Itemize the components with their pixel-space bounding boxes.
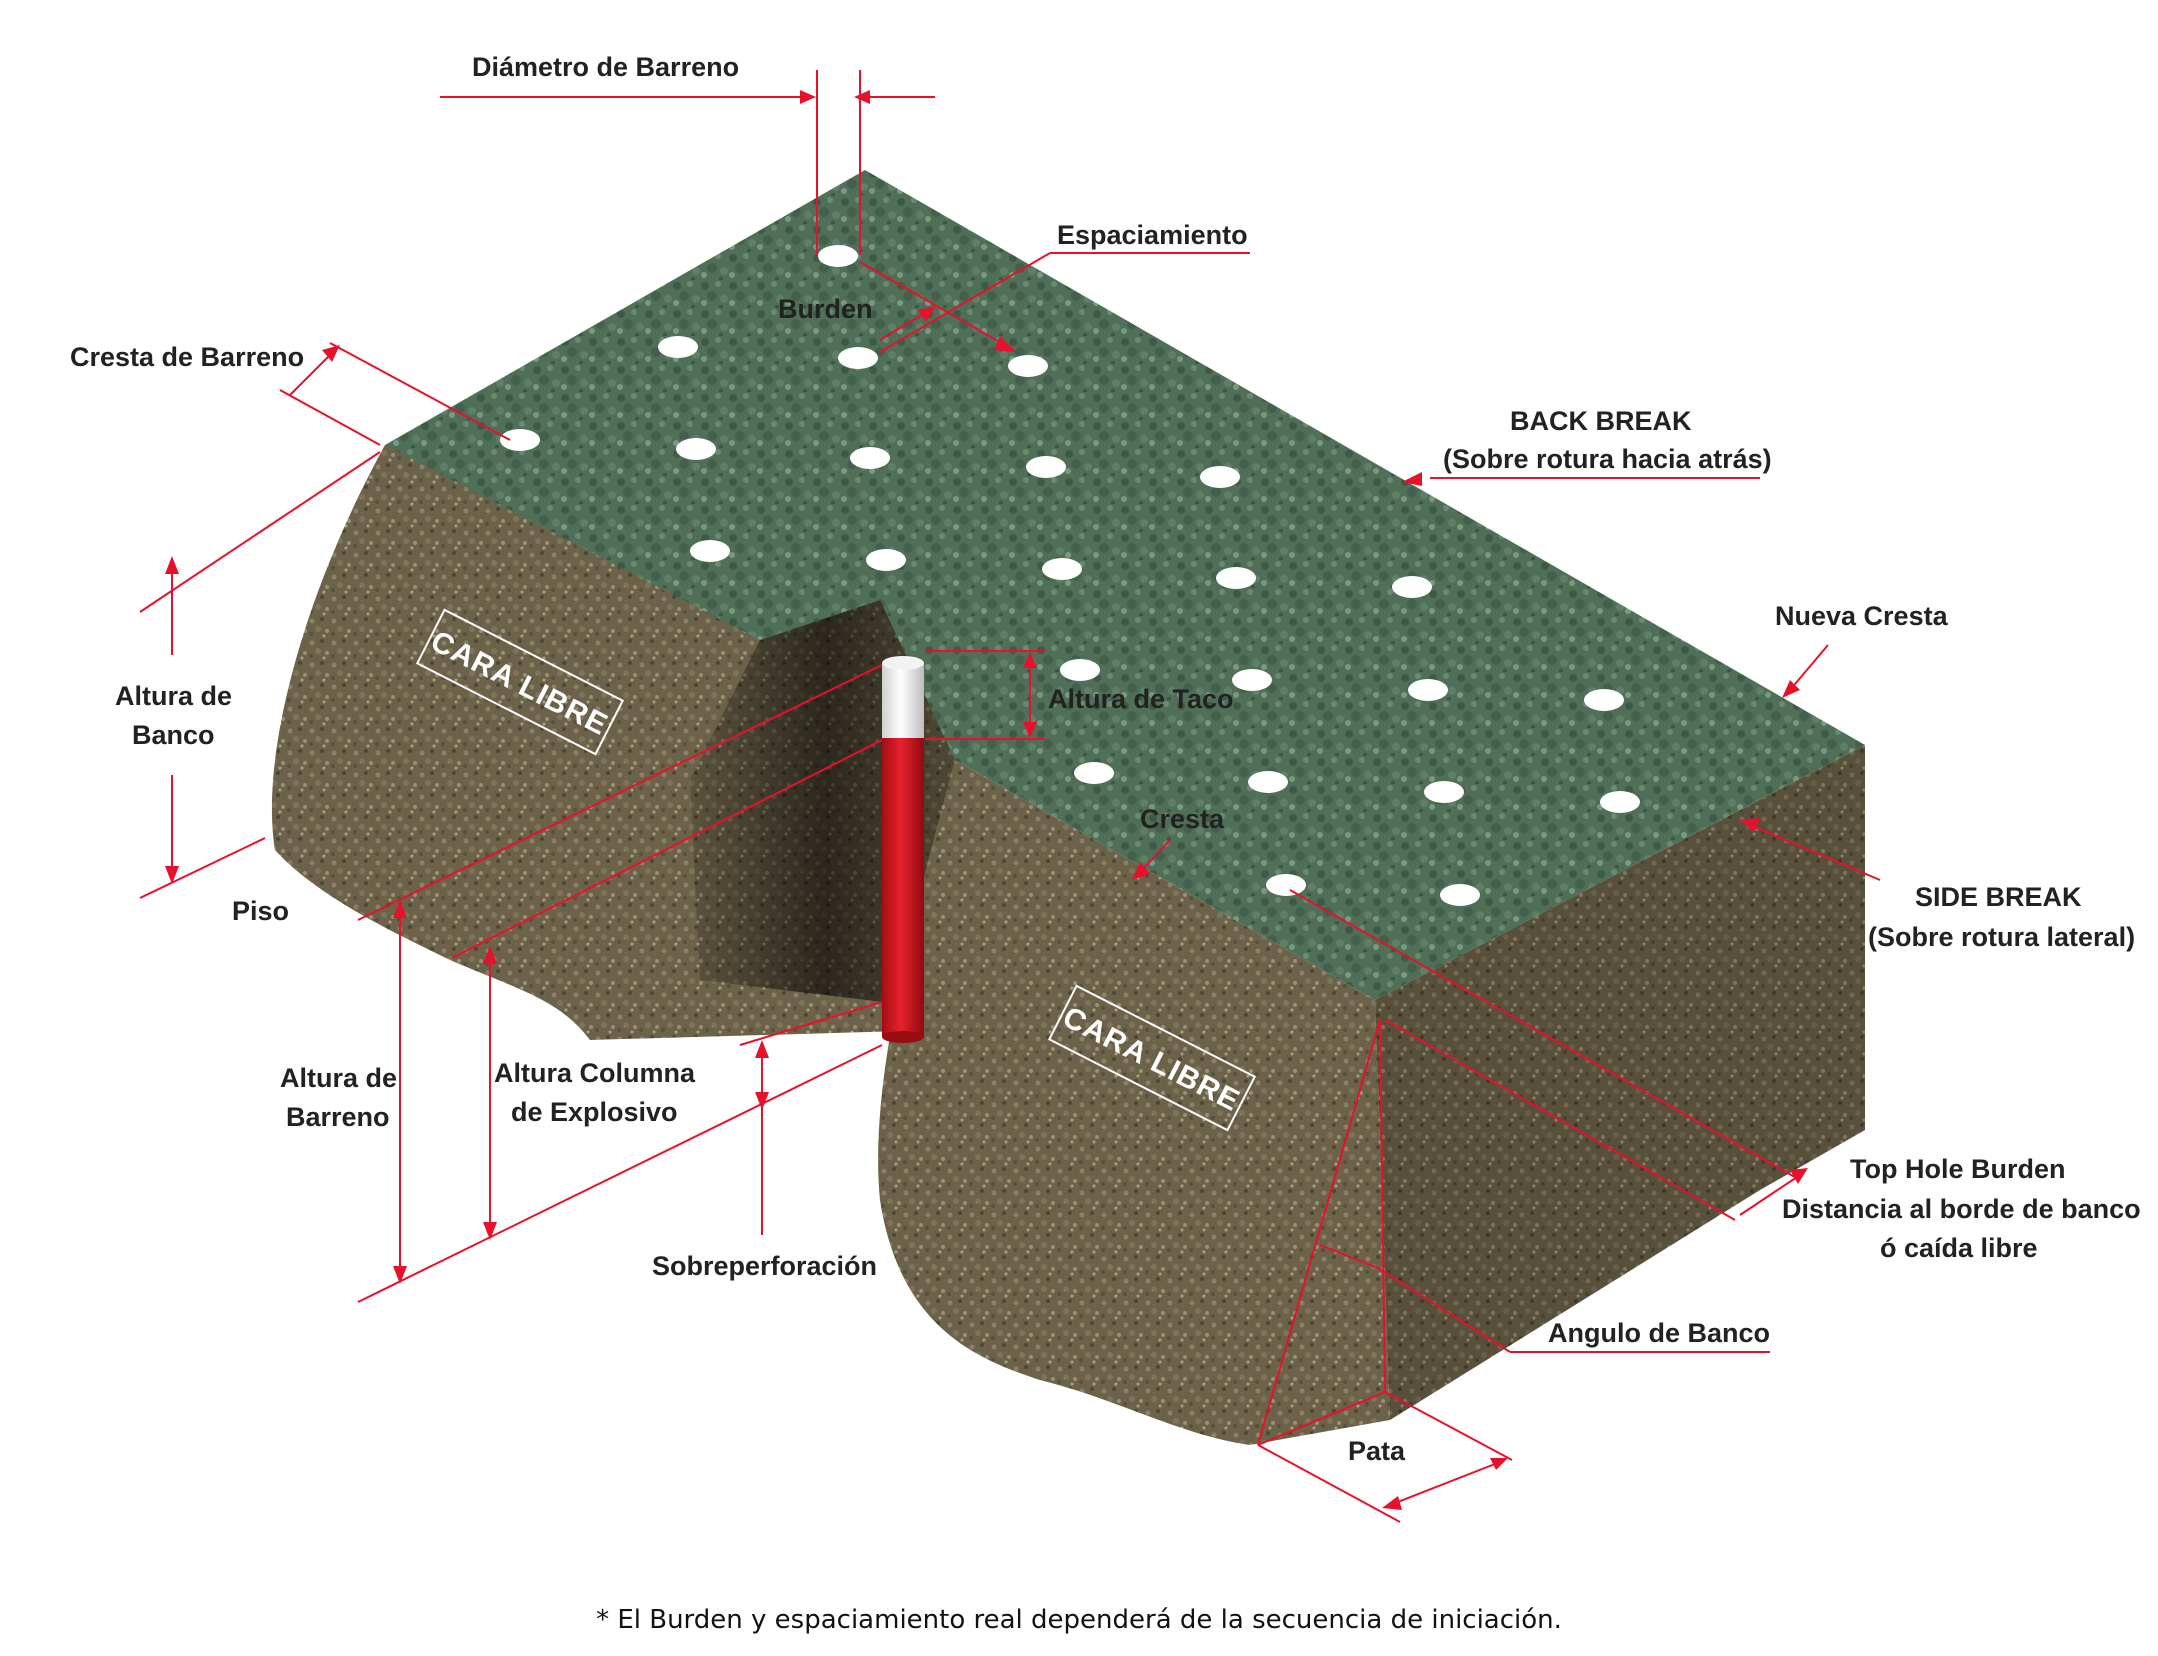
espaciamiento-label: Espaciamiento bbox=[1057, 220, 1248, 250]
side-break-label-2: (Sobre rotura lateral) bbox=[1868, 922, 2135, 952]
hole-collar bbox=[850, 447, 890, 469]
altura-columna-label-1: Altura Columna bbox=[494, 1058, 696, 1088]
cresta-barreno-ext-1 bbox=[280, 390, 380, 445]
hole-collar bbox=[658, 336, 698, 358]
altura-barreno-label-2: Barreno bbox=[286, 1102, 390, 1132]
pata-label: Pata bbox=[1348, 1436, 1406, 1466]
nueva-cresta-leader bbox=[1790, 645, 1828, 690]
hole-collar bbox=[1440, 884, 1480, 906]
hole-collar bbox=[690, 540, 730, 562]
hole-collar bbox=[1042, 558, 1082, 580]
sobreperforacion-label: Sobreperforación bbox=[652, 1251, 877, 1281]
pata-dim bbox=[1390, 1462, 1500, 1505]
hole-collar bbox=[1216, 567, 1256, 589]
diametro-arrow-left bbox=[800, 90, 816, 104]
burden-label: Burden bbox=[778, 294, 873, 324]
hole-collar bbox=[1392, 576, 1432, 598]
cresta-barreno-label: Cresta de Barreno bbox=[70, 342, 304, 372]
footnote: * El Burden y espaciamiento real depende… bbox=[596, 1605, 1562, 1635]
hole-collar bbox=[1408, 679, 1448, 701]
altura-barreno-arrow-bottom bbox=[393, 1266, 407, 1284]
side-break-label-1: SIDE BREAK bbox=[1915, 882, 2082, 912]
hole-collar bbox=[838, 347, 878, 369]
hole-collar bbox=[1200, 466, 1240, 488]
hole-collar bbox=[1060, 659, 1100, 681]
angulo-banco-label: Angulo de Banco bbox=[1548, 1318, 1770, 1348]
hole-collar bbox=[1232, 669, 1272, 691]
hole-collar bbox=[818, 245, 858, 267]
hole-collar bbox=[1266, 874, 1306, 896]
top-hole-label-2: Distancia al borde de banco bbox=[1782, 1194, 2141, 1224]
hole-collar bbox=[676, 438, 716, 460]
back-break-label-1: BACK BREAK bbox=[1510, 406, 1692, 436]
hole-collar bbox=[866, 549, 906, 571]
explosive-column bbox=[882, 735, 924, 1037]
diametro-arrow-right bbox=[854, 90, 870, 104]
piso-label: Piso bbox=[232, 896, 289, 926]
hole-collar bbox=[1074, 762, 1114, 784]
hole-collar bbox=[1248, 771, 1288, 793]
nueva-cresta-label: Nueva Cresta bbox=[1775, 601, 1949, 631]
sobreperforacion-arrow-top bbox=[755, 1040, 769, 1058]
stemming-top bbox=[882, 656, 924, 670]
hole-collar bbox=[1424, 781, 1464, 803]
cresta-label: Cresta bbox=[1140, 804, 1225, 834]
top-hole-label-1: Top Hole Burden bbox=[1850, 1154, 2066, 1184]
charged-blast-hole bbox=[882, 656, 924, 1043]
altura-columna-arrow-bottom bbox=[483, 1222, 497, 1240]
explosive-column-bottom bbox=[882, 1031, 924, 1043]
altura-taco-label: Altura de Taco bbox=[1048, 684, 1234, 714]
altura-banco-ext-bottom bbox=[140, 838, 265, 898]
altura-barreno-label-1: Altura de bbox=[280, 1063, 397, 1093]
hole-collar bbox=[1600, 791, 1640, 813]
top-hole-label-3: ó caída libre bbox=[1880, 1233, 2038, 1263]
hole-collar bbox=[1008, 355, 1048, 377]
altura-banco-arrow-top bbox=[165, 556, 179, 574]
hole-collar bbox=[1026, 456, 1066, 478]
altura-banco-label-2: Banco bbox=[132, 720, 215, 750]
pata-arrow-left bbox=[1382, 1496, 1402, 1510]
altura-columna-label-2: de Explosivo bbox=[511, 1097, 678, 1127]
diametro-label: Diámetro de Barreno bbox=[472, 52, 739, 82]
hole-collar bbox=[1584, 689, 1624, 711]
hole-collar bbox=[500, 429, 540, 451]
stemming-column bbox=[882, 663, 924, 738]
back-break-label-2: (Sobre rotura hacia atrás) bbox=[1443, 444, 1772, 474]
altura-banco-label-1: Altura de bbox=[115, 681, 232, 711]
